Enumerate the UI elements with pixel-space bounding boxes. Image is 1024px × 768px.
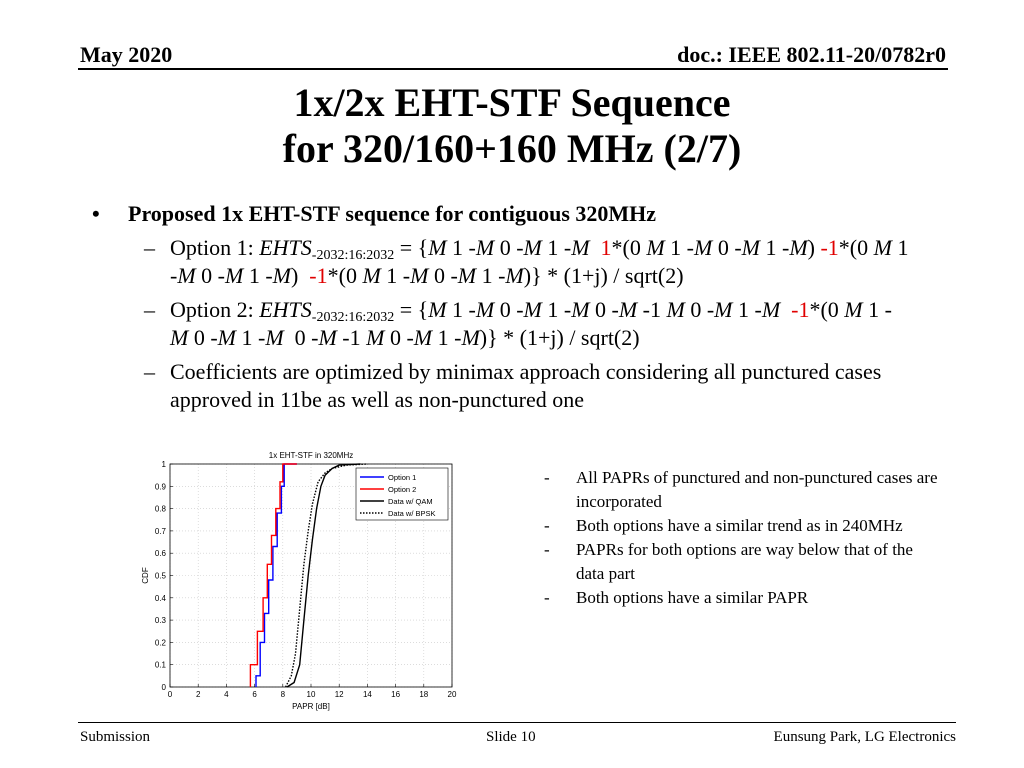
papr-cdf-chart: 0 2 4 6 8 10 12 14 16 18 20 0 0.1 0.2 0.3 0.4 0.5 0.6 0.7 0…	[128, 444, 468, 716]
note-dash: -	[544, 540, 550, 559]
footer-submission: Submission	[80, 729, 151, 745]
y-tick-label: 0.7	[155, 527, 167, 536]
chart-svg: 0 2 4 6 8 10 12 14 16 18 20 0 0.1 0.2 0.3 0.4 0.5 0.6 0.7 0…	[141, 451, 457, 711]
x-tick-label: 14	[363, 690, 372, 699]
x-tick-label: 6	[252, 690, 257, 699]
note-text: All PAPRs of punctured and non-punctured…	[576, 468, 938, 511]
footer-rule	[78, 722, 956, 723]
note-dash: -	[544, 588, 550, 607]
note-item: - Both options have a similar trend as in…	[538, 514, 938, 538]
x-tick-label: 0	[168, 690, 173, 699]
note-text: PAPRs for both options are way below tha…	[576, 540, 913, 583]
bullet-dash: –	[144, 235, 155, 260]
y-tick-label: 0.9	[155, 482, 167, 491]
y-tick-label: 0.2	[155, 638, 167, 647]
option2-text: Option 2: EHTS-2032:16:2032 = {M 1 -M 0 …	[170, 297, 892, 350]
legend-label: Option 1	[388, 473, 416, 482]
header-rule	[78, 68, 948, 70]
slide-title: 1x/2x EHT-STF Sequence for 320/160+160 M…	[0, 80, 1024, 172]
y-tick-label: 0.3	[155, 616, 167, 625]
y-tick-label: 0.6	[155, 549, 167, 558]
note-item: - PAPRs for both options are way below th…	[538, 538, 938, 586]
x-tick-label: 4	[224, 690, 229, 699]
option1-bullet: – Option 1: EHTS-2032:16:2032 = {M 1 -M …	[144, 234, 910, 290]
y-tick-label: 0.4	[155, 594, 167, 603]
main-bullet: • Proposed 1x EHT-STF sequence for conti…	[92, 200, 952, 228]
x-tick-label: 20	[448, 690, 457, 699]
note-dash: -	[544, 516, 550, 535]
bullet-dash: –	[144, 359, 155, 384]
series-line-1	[255, 463, 297, 687]
x-tick-label: 2	[196, 690, 201, 699]
y-tick-label: 0.1	[155, 661, 167, 670]
x-tick-label: 12	[335, 690, 344, 699]
x-tick-label: 18	[419, 690, 428, 699]
legend-label: Data w/ QAM	[388, 497, 433, 506]
y-axis-label: CDF	[141, 567, 150, 584]
y-tick-label: 0	[162, 683, 167, 692]
y-tick-label: 0.8	[155, 505, 167, 514]
series-line-4	[284, 463, 368, 688]
bullet-dash: –	[144, 297, 155, 322]
main-bullet-text: Proposed 1x EHT-STF sequence for contigu…	[128, 201, 657, 226]
note-text: Both options have a similar PAPR	[576, 588, 809, 607]
legend-label: Data w/ BPSK	[388, 509, 436, 518]
note-text: Both options have a similar trend as in …	[576, 516, 903, 535]
series-line-3	[286, 463, 361, 688]
x-tick-label: 8	[281, 690, 286, 699]
title-line-2: for 320/160+160 MHz (2/7)	[282, 126, 742, 171]
y-tick-label: 0.5	[155, 572, 167, 581]
header-date: May 2020	[80, 42, 173, 67]
note-dash: -	[544, 468, 550, 487]
y-tick-label: 1	[162, 460, 167, 469]
x-tick-label: 16	[391, 690, 400, 699]
slide-body: • Proposed 1x EHT-STF sequence for conti…	[92, 200, 952, 420]
note-item: - Both options have a similar PAPR	[538, 586, 938, 610]
chart-title: 1x EHT-STF in 320MHz	[269, 451, 353, 460]
header-doc-id: doc.: IEEE 802.11-20/0782r0	[677, 42, 946, 67]
footer-slide-number: Slide 10	[486, 729, 536, 745]
observation-notes: - All PAPRs of punctured and non-puncture…	[538, 466, 938, 610]
series-line-2	[249, 463, 297, 687]
x-axis-label: PAPR [dB]	[292, 702, 330, 711]
x-tick-label: 10	[307, 690, 316, 699]
note-item: - All PAPRs of punctured and non-puncture…	[538, 466, 938, 514]
option1-text: Option 1: EHTS-2032:16:2032 = {M 1 -M 0 …	[170, 235, 909, 288]
option2-bullet: – Option 2: EHTS-2032:16:2032 = {M 1 -M …	[144, 296, 910, 352]
title-line-1: 1x/2x EHT-STF Sequence	[293, 80, 731, 125]
footer-author: Eunsung Park, LG Electronics	[773, 729, 956, 745]
bullet-dot: •	[92, 201, 100, 226]
legend-label: Option 2	[388, 485, 416, 494]
coefficient-bullet: – Coefficients are optimized by minimax …	[144, 358, 910, 414]
coefficient-text: Coefficients are optimized by minimax ap…	[170, 359, 882, 412]
